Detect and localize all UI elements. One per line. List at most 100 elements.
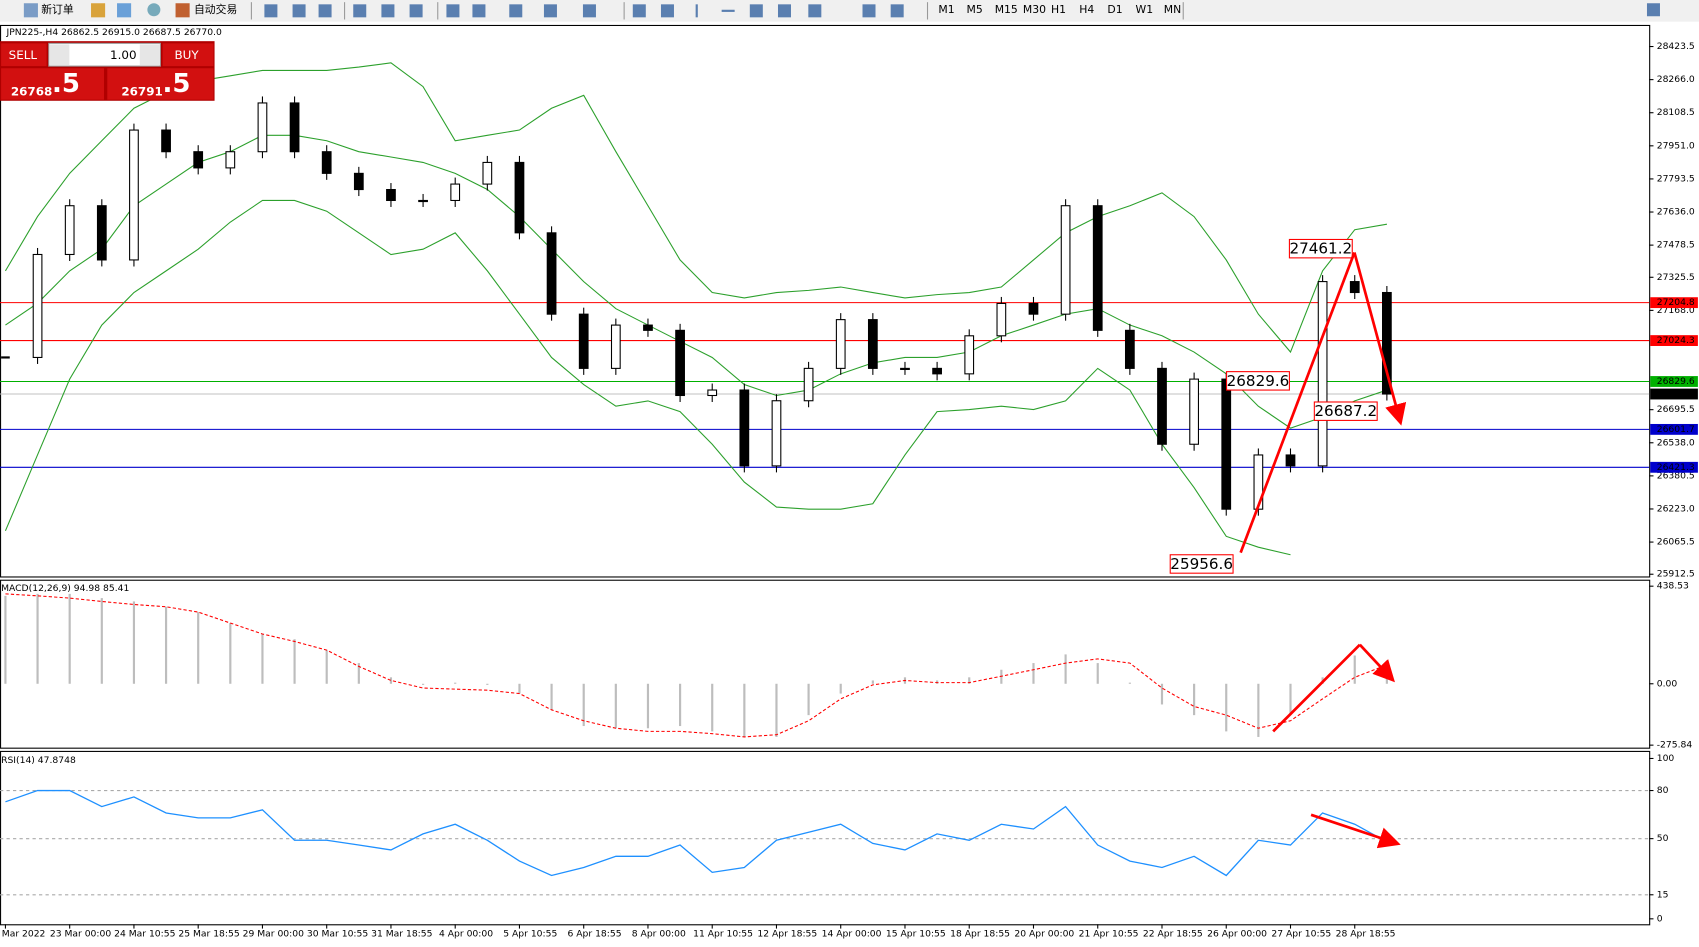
y-tick-label: 80 xyxy=(1657,785,1669,796)
x-tick-label: 21 Mar 2022 xyxy=(0,928,45,939)
macd-bar xyxy=(4,595,7,684)
macd-bar xyxy=(454,682,457,684)
y-tick-label: 0 xyxy=(1657,913,1663,924)
toolbar: 新订单 自动交易 M1 M5 M15 M30 H1 H4 D1 W1 MN xyxy=(0,0,1699,22)
tool-icons[interactable] xyxy=(264,3,1660,18)
candle xyxy=(353,172,364,191)
candle xyxy=(771,400,782,467)
macd-bar xyxy=(582,683,585,727)
macd-bar xyxy=(1160,683,1164,705)
candle xyxy=(96,205,107,261)
annotation-box xyxy=(1313,401,1378,421)
timeframe[interactable]: M1 xyxy=(938,3,954,16)
auto-trading[interactable]: 自动交易 xyxy=(194,2,237,16)
price-level-label: 27204.8 xyxy=(1657,297,1695,308)
rsi-pane: RSI(14) 47.8748 100 80 50 15 0 xyxy=(0,753,1674,924)
y-tick-label: 0.00 xyxy=(1657,678,1678,689)
sell-price-point[interactable]: .5 xyxy=(52,69,80,99)
macd-bar xyxy=(197,612,200,684)
x-tick-label: 18 Apr 18:55 xyxy=(950,928,1010,939)
annotation: 25956.6 xyxy=(1170,555,1233,573)
timeframe[interactable]: H4 xyxy=(1079,3,1094,16)
y-tick-label: 27168.0 xyxy=(1657,305,1695,316)
x-tick-label: 8 Apr 00:00 xyxy=(632,928,686,939)
y-tick-label: 28266.0 xyxy=(1657,74,1695,85)
arrow xyxy=(1272,643,1361,733)
tool-icon[interactable] xyxy=(147,3,161,17)
y-tick-label: 25912.5 xyxy=(1657,569,1695,580)
candle xyxy=(546,232,557,315)
tool-icon[interactable] xyxy=(91,3,106,18)
x-tick-label: 27 Apr 10:55 xyxy=(1271,928,1331,939)
price-level-label: 26829.6 xyxy=(1657,376,1695,387)
x-tick-label: 28 Apr 18:55 xyxy=(1336,928,1396,939)
x-tick-label: 11 Apr 10:55 xyxy=(693,928,753,939)
buy-label[interactable]: BUY xyxy=(174,48,199,62)
buy-price-main[interactable]: 26791 xyxy=(121,85,162,99)
annotation-box xyxy=(1169,554,1234,574)
lots-down[interactable] xyxy=(49,44,70,66)
price-level-label: 27024.3 xyxy=(1657,335,1695,346)
x-tick-label: 23 Mar 00:00 xyxy=(50,928,111,939)
candle xyxy=(193,151,204,169)
candle xyxy=(675,329,685,397)
buy-price-point[interactable]: .5 xyxy=(163,69,191,99)
x-tick-label: 26 Apr 00:00 xyxy=(1207,928,1267,939)
buy-button[interactable] xyxy=(162,43,214,67)
toolbar-bg xyxy=(0,0,1699,22)
lots-input[interactable] xyxy=(48,42,161,67)
timeframe[interactable]: MN xyxy=(1164,3,1181,16)
timeframe[interactable]: M30 xyxy=(1023,3,1046,16)
new-order-icon[interactable] xyxy=(23,3,38,18)
x-tick-label: 14 Apr 00:00 xyxy=(822,928,882,939)
price-level-tag xyxy=(1650,388,1698,400)
sell-price-box[interactable] xyxy=(1,68,105,100)
lots-value[interactable]: 1.00 xyxy=(110,48,137,62)
candle xyxy=(1189,378,1199,445)
macd-bar xyxy=(871,680,874,684)
macd-bar xyxy=(1353,655,1356,684)
candle xyxy=(1028,302,1039,315)
x-tick-label: 25 Mar 18:55 xyxy=(178,928,239,939)
timeframe[interactable]: M15 xyxy=(995,3,1018,16)
timeframe[interactable]: H1 xyxy=(1051,3,1066,16)
macd-signal xyxy=(5,593,1388,738)
lots-up[interactable] xyxy=(139,44,160,66)
arrow xyxy=(1239,251,1356,554)
trend-arrows xyxy=(1239,251,1407,849)
timeframe[interactable]: D1 xyxy=(1107,3,1122,16)
buy-price-box[interactable] xyxy=(107,68,214,100)
timeframe[interactable]: W1 xyxy=(1136,3,1154,16)
bollinger-upper-band xyxy=(4,62,1388,354)
sell-label[interactable]: SELL xyxy=(9,48,38,62)
timeframe[interactable]: M5 xyxy=(967,3,983,16)
macd-bar xyxy=(550,683,553,710)
macd-bar xyxy=(807,683,810,716)
sell-price-main[interactable]: 26768 xyxy=(11,85,52,99)
candle xyxy=(482,161,493,185)
tool-icon[interactable] xyxy=(117,3,132,18)
macd-bar xyxy=(68,593,71,684)
macd-bar xyxy=(1225,683,1228,732)
price-level-label: 26421.3 xyxy=(1657,462,1695,473)
new-order[interactable]: 新订单 xyxy=(41,2,74,16)
macd-bar xyxy=(1257,683,1260,737)
macd-bar xyxy=(614,683,617,729)
x-tick-label: 15 Apr 10:55 xyxy=(886,928,946,939)
candle xyxy=(1092,205,1103,331)
candle xyxy=(1317,281,1328,467)
auto-trading-icon[interactable] xyxy=(175,3,190,18)
candle xyxy=(514,161,525,234)
candle xyxy=(418,199,428,203)
one-click-trading: SELL 1.00 BUY 26768 .5 26791 .5 xyxy=(0,41,215,101)
pane-title: RSI(14) 47.8748 xyxy=(1,755,76,766)
sell-button[interactable] xyxy=(1,43,47,67)
annotation-box xyxy=(1288,238,1353,259)
chart-title: JPN225-,H4 26862.5 26915.0 26687.5 26770… xyxy=(6,27,222,38)
candle xyxy=(450,183,461,202)
y-tick-label: 27636.0 xyxy=(1657,207,1695,218)
macd-bar xyxy=(1096,663,1099,684)
